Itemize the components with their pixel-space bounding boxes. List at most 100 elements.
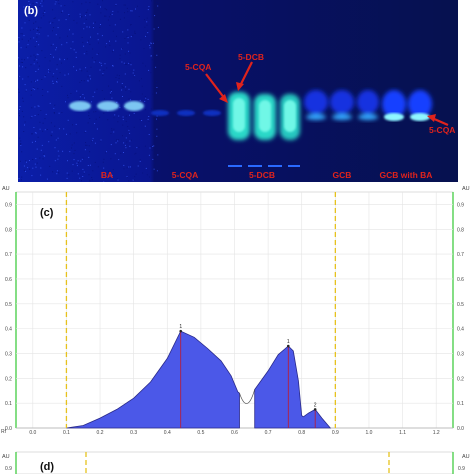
- noise-dot: [155, 66, 157, 68]
- noise-dot: [66, 177, 68, 179]
- noise-dot: [153, 134, 155, 136]
- noise-dot: [72, 41, 74, 43]
- noise-dot: [25, 90, 27, 92]
- noise-dot: [89, 179, 91, 181]
- noise-dot: [54, 160, 56, 162]
- noise-dot: [115, 142, 117, 144]
- noise-dot: [130, 139, 132, 141]
- noise-dot: [37, 68, 39, 70]
- noise-dot: [121, 61, 123, 63]
- noise-dot: [18, 76, 20, 78]
- noise-dot: [125, 147, 127, 149]
- noise-dot: [125, 137, 127, 139]
- noise-dot: [67, 119, 69, 121]
- noise-dot: [69, 151, 71, 153]
- noise-dot: [86, 53, 88, 55]
- noise-dot: [132, 35, 134, 37]
- noise-dot: [91, 179, 93, 181]
- chromatogram-areas: [66, 330, 332, 429]
- noise-dot: [150, 146, 152, 148]
- noise-dot: [33, 63, 35, 65]
- noise-dot: [59, 59, 61, 61]
- noise-dot: [86, 41, 88, 43]
- noise-dot: [148, 69, 150, 71]
- noise-dot: [150, 108, 152, 110]
- noise-dot: [96, 128, 98, 130]
- noise-dot: [102, 73, 104, 75]
- noise-dot: [36, 32, 38, 34]
- noise-dot: [36, 10, 37, 12]
- noise-dot: [125, 86, 127, 88]
- noise-dot: [94, 142, 96, 144]
- noise-dot: [72, 164, 74, 166]
- noise-dot: [122, 124, 124, 126]
- noise-dot: [44, 76, 46, 78]
- noise-dot: [28, 19, 30, 21]
- y-ticks-right: 0.0 0.1 0.2 0.3 0.4 0.5 0.6 0.7 0.8 0.9: [457, 202, 464, 432]
- noise-dot: [110, 158, 112, 160]
- noise-dot: [141, 78, 142, 80]
- noise-dot: [72, 124, 73, 126]
- noise-dot: [70, 46, 72, 48]
- noise-dot: [100, 24, 101, 25]
- noise-dot: [76, 165, 78, 167]
- noise-dot: [33, 127, 35, 128]
- noise-dot: [126, 176, 128, 178]
- noise-dot: [37, 136, 39, 138]
- noise-dot: [157, 40, 159, 41]
- y-tick-label-right: 0.2: [457, 376, 464, 382]
- noise-dot: [111, 128, 113, 130]
- noise-dot: [19, 115, 20, 117]
- panel-d-au-left: AU: [2, 454, 10, 460]
- noise-dot: [52, 83, 54, 84]
- noise-dot: [85, 144, 87, 146]
- noise-dot: [59, 37, 61, 39]
- noise-dot: [123, 62, 125, 64]
- noise-dot: [129, 166, 131, 168]
- ba-spots: [69, 101, 144, 111]
- noise-dot: [122, 48, 123, 50]
- gcb-with-ba-bands: [382, 90, 432, 121]
- lane-label-5dcb: 5-DCB: [249, 170, 275, 180]
- noise-dot: [50, 54, 51, 56]
- x-ticks: 0.0 0.1 0.2 0.3 0.4 0.5 0.6 0.7 0.8 0.9 1.0 1.1 1.2: [29, 430, 440, 436]
- noise-dot: [73, 159, 75, 161]
- noise-dot: [152, 93, 154, 95]
- y-tick-label-left: 0.0: [5, 426, 12, 432]
- noise-dot: [20, 143, 22, 145]
- noise-dot: [22, 97, 24, 99]
- noise-dot: [112, 30, 114, 32]
- noise-dot: [103, 158, 105, 160]
- noise-dot: [31, 175, 33, 177]
- noise-dot: [61, 62, 62, 64]
- noise-dot: [141, 120, 143, 121]
- noise-dot: [35, 166, 37, 168]
- noise-dot: [41, 5, 43, 7]
- noise-dot: [24, 84, 26, 86]
- noise-dot: [41, 0, 43, 2]
- noise-dot: [36, 148, 38, 150]
- noise-dot: [135, 8, 136, 10]
- noise-dot: [135, 173, 137, 175]
- noise-dot: [139, 99, 141, 101]
- noise-dot: [43, 153, 45, 155]
- noise-dot: [31, 107, 33, 109]
- noise-dot: [156, 87, 158, 88]
- noise-dot: [102, 161, 104, 163]
- noise-dot: [128, 111, 130, 113]
- noise-dot: [55, 49, 57, 51]
- noise-dot: [100, 62, 102, 64]
- noise-dot: [141, 85, 143, 87]
- noise-dot: [46, 178, 48, 180]
- noise-dot: [82, 94, 84, 95]
- noise-dot: [33, 87, 35, 88]
- noise-dot: [123, 152, 124, 153]
- noise-dot: [110, 91, 112, 92]
- noise-dot: [124, 4, 126, 6]
- noise-dot: [21, 58, 23, 60]
- noise-dot: [111, 129, 113, 131]
- noise-dot: [144, 125, 146, 127]
- noise-dot: [22, 62, 23, 63]
- noise-dot: [115, 77, 117, 78]
- noise-dot: [146, 24, 148, 26]
